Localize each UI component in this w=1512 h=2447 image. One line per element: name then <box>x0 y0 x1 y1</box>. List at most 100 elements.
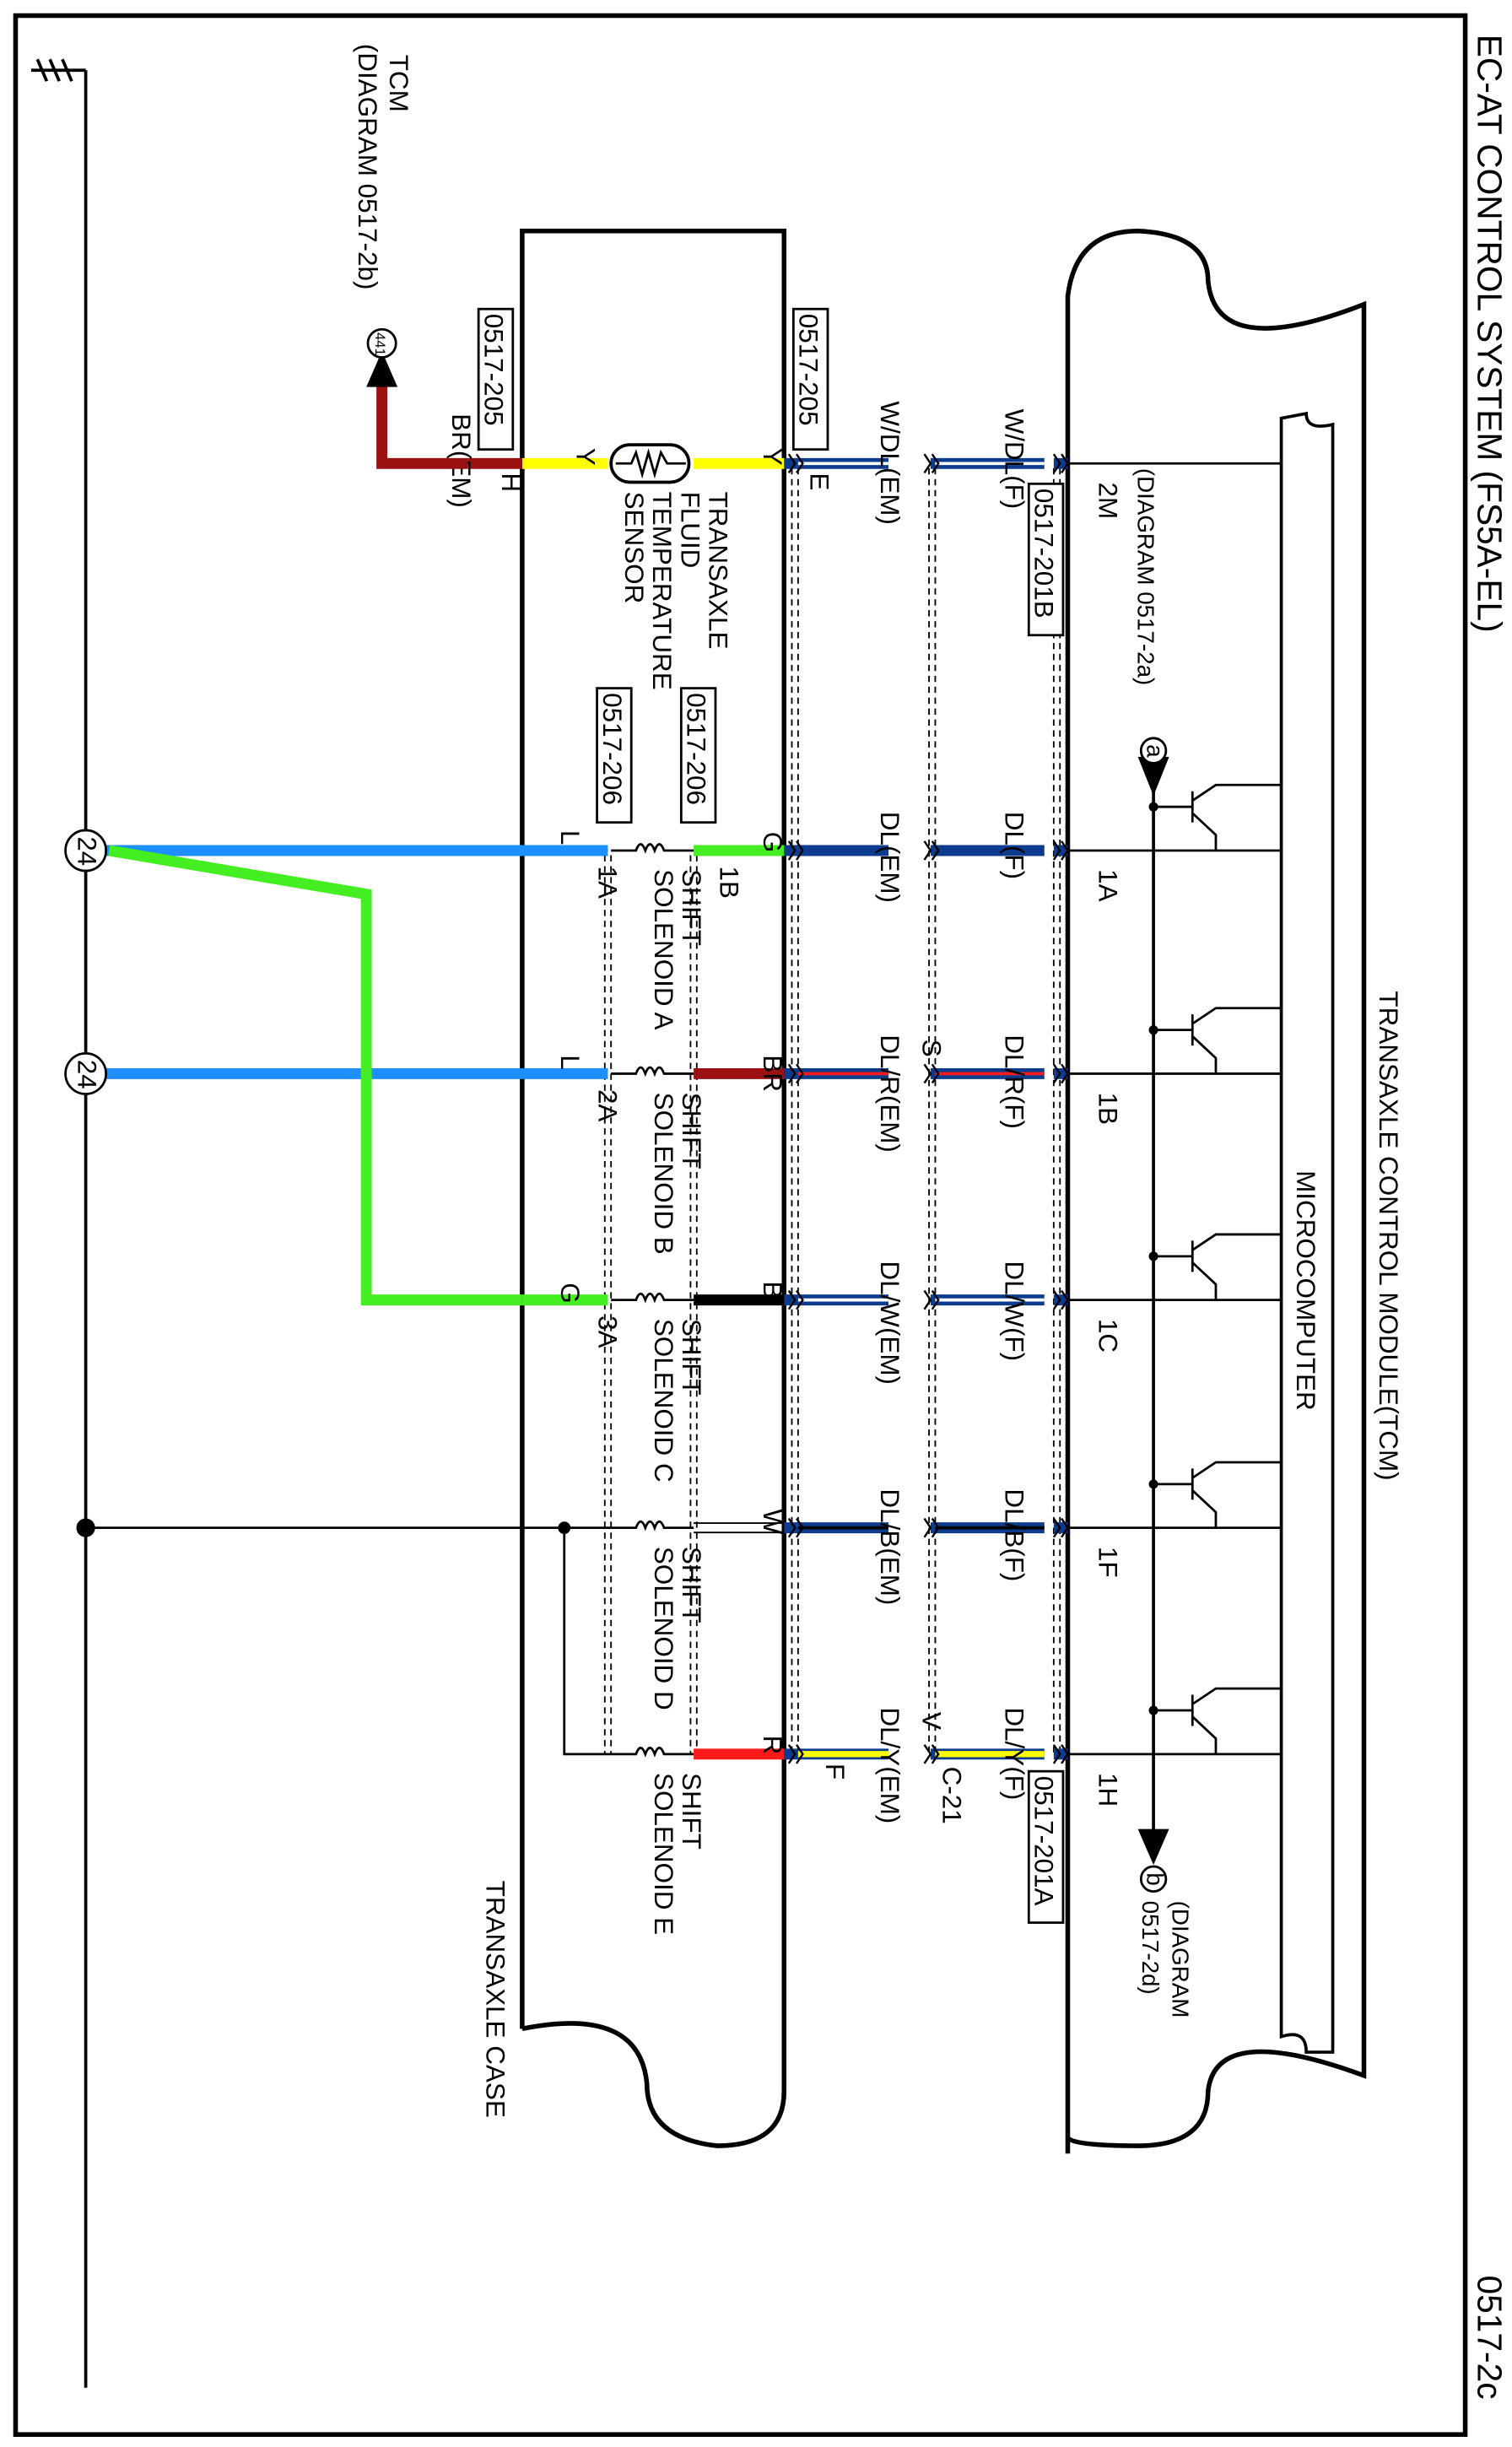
page-frame <box>13 13 1468 2437</box>
ground-marker-24 <box>64 829 108 872</box>
ref-diagram-2a: (DIAGRAM 0517-2a) <box>1133 468 1159 685</box>
pin-1H: 1H <box>1093 1773 1122 1807</box>
ground-marker-text: 24 <box>72 836 101 866</box>
connector-icon <box>1052 1517 1069 1538</box>
connector-ref-0517-205: 0517-205 <box>479 314 509 426</box>
connector-icon <box>787 840 804 861</box>
wire-label-em: DL/R(EM) <box>875 1034 904 1153</box>
connector-ref-0517-206: 0517-206 <box>682 693 711 805</box>
connector-icon <box>923 1517 940 1538</box>
ground-icon <box>30 58 88 2388</box>
tcm-ref-marker: 441 <box>372 332 388 356</box>
microcomputer-label: MICROCOMPUTER <box>1291 1170 1320 1411</box>
wire-label-em: DL/B(EM) <box>875 1488 904 1605</box>
connector-icon <box>1052 1289 1069 1310</box>
solenoid-label: SHIFT <box>677 869 706 946</box>
page-title: EC-AT CONTROL SYSTEM (FS5A-EL) <box>1470 35 1509 633</box>
connector-icon <box>1052 840 1069 861</box>
connector-icon <box>787 1289 804 1310</box>
connector-icon <box>1052 1063 1069 1084</box>
solenoid-label: SOLENOID D <box>649 1547 678 1710</box>
sensor-label: TEMPERATURE <box>647 492 677 690</box>
solenoid-coil-icon <box>611 1747 694 1758</box>
wire-label-f: DL/Y(F) <box>1000 1707 1029 1800</box>
wire-label-outer: L <box>555 1055 585 1069</box>
tcm-ref-wire <box>376 382 468 469</box>
solenoid-coil-icon <box>611 1520 694 1531</box>
pin-1B: 1B <box>1093 1093 1122 1125</box>
arrow-up-icon <box>366 351 398 387</box>
pin-1C: 1C <box>1093 1319 1122 1353</box>
solenoid-label: SOLENOID C <box>649 1319 678 1483</box>
ref-diagram-2d: (DIAGRAM <box>1167 1901 1193 2018</box>
solenoid-coil-icon <box>611 1292 694 1304</box>
microcomputer-box <box>1279 411 1335 2054</box>
connector-icon <box>923 840 940 861</box>
sol-pin: 3A <box>592 1315 622 1348</box>
wire-label-em: DL(EM) <box>875 812 904 903</box>
wire-label-outer: G <box>555 1283 585 1303</box>
splice-s: S <box>917 1040 947 1057</box>
transistor-icon <box>1148 1007 1282 1074</box>
sensor-label: TRANSAXLE <box>704 492 733 650</box>
wire-label-inner: Y <box>571 448 601 466</box>
pin-1A: 1A <box>1093 869 1122 901</box>
transistor-icon <box>1148 1687 1282 1754</box>
solenoid-label: SOLENOID B <box>649 1093 678 1255</box>
pin-h: H <box>496 473 526 492</box>
solenoid-coil-icon <box>611 843 694 854</box>
pin-e: E <box>805 473 834 490</box>
solenoid-label: SHIFT <box>677 1093 706 1169</box>
connector-ref-0517-205: 0517-205 <box>794 314 824 426</box>
wire-label-em: W/DL(EM) <box>875 401 904 525</box>
connector-icon <box>1052 1744 1069 1764</box>
wire-label-outer: L <box>555 830 585 845</box>
solenoid-label: SHIFT <box>677 1773 706 1850</box>
marker-a: a <box>1142 744 1169 758</box>
sol-pin: 1B <box>715 866 744 898</box>
connector-icon <box>787 1517 804 1538</box>
marker-b: b <box>1142 1872 1169 1885</box>
solenoid-coil-icon <box>611 1066 694 1078</box>
wire-label-inner: W <box>758 1509 787 1534</box>
connector-icon <box>787 1744 804 1764</box>
sensor-label: FLUID <box>675 492 705 569</box>
ground-marker-24 <box>64 1052 108 1095</box>
connector-ref-0517-201A: 0517-201A <box>1029 1776 1059 1906</box>
sol-pin: 2A <box>592 1089 622 1121</box>
connector-icon <box>923 453 940 474</box>
sensor-label: SENSOR <box>619 492 649 604</box>
wire-label-f: DL/W(F) <box>1000 1261 1029 1361</box>
transistor-icon <box>1148 1461 1282 1528</box>
wire-label-inner: BR <box>758 1055 787 1092</box>
wire-label-em: DL/W(EM) <box>875 1261 904 1385</box>
wire-label-inner: B <box>758 1281 787 1299</box>
connector-icon <box>923 1744 940 1764</box>
connector-icon <box>1052 453 1069 474</box>
pin-1F: 1F <box>1093 1547 1122 1578</box>
pin-2M: 2M <box>1093 482 1122 519</box>
wire-label-inner: R <box>758 1736 787 1755</box>
ground-marker-text: 24 <box>72 1060 101 1089</box>
sol-pin: 1A <box>592 866 622 898</box>
connector-icon <box>923 1063 940 1084</box>
connector-icon <box>923 1289 940 1310</box>
solenoid-label: SHIFT <box>677 1547 706 1623</box>
wire-label-inner: G <box>758 832 787 852</box>
wire-label-f: DL/R(F) <box>1000 1034 1029 1129</box>
solenoid-label: SOLENOID A <box>649 869 678 1029</box>
tcm-ref-diagram: (DIAGRAM 0517-2b) <box>353 44 382 290</box>
ref-diagram-2d-2: 0517-2d) <box>1137 1901 1164 1995</box>
transaxle-case-label: TRANSAXLE CASE <box>480 1881 510 2118</box>
connector-icon <box>787 453 804 474</box>
wire-label-f: W/DL(F) <box>1000 409 1029 510</box>
wire-label-inner: Y <box>758 448 787 466</box>
tcm-label: TRANSAXLE CONTROL MODULE(TCM) <box>1374 991 1403 1480</box>
wire-label-f: DL/B(F) <box>1000 1488 1029 1581</box>
connector-ref-0517-201B: 0517-201B <box>1029 489 1059 619</box>
transistor-icon <box>1148 783 1282 851</box>
splice-v: V <box>917 1712 947 1730</box>
temperature-sensor <box>609 443 691 484</box>
transaxle-case-box <box>520 228 787 2148</box>
